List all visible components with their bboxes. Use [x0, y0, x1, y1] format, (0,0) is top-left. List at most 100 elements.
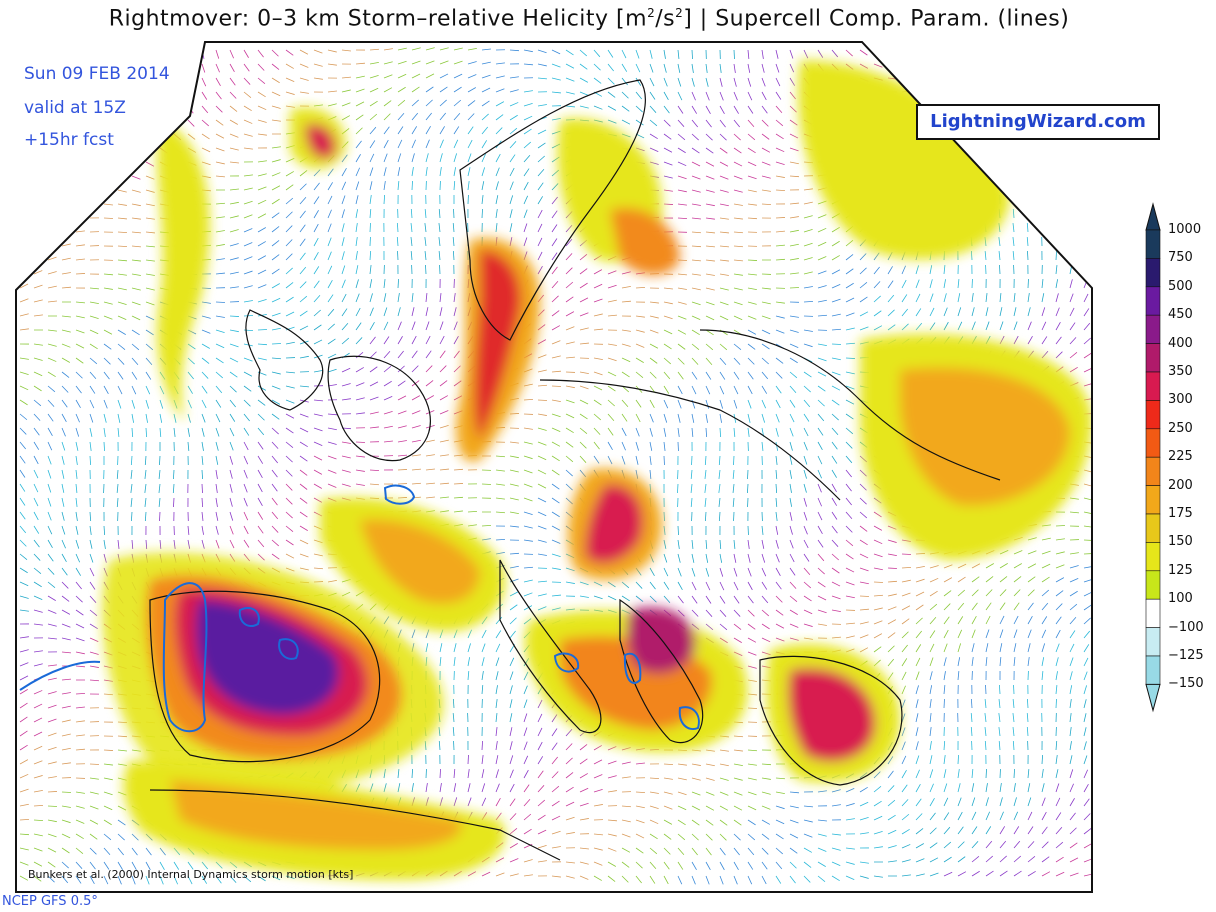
wind-barb	[47, 595, 56, 601]
wind-barb	[145, 245, 155, 248]
wind-barb	[411, 629, 416, 639]
wind-barb	[747, 609, 755, 617]
wind-barb	[1013, 550, 1023, 555]
wind-barb	[257, 105, 267, 111]
wind-barb	[285, 525, 294, 532]
wind-barb	[229, 201, 239, 205]
wind-barb	[929, 265, 933, 275]
wind-barb	[495, 153, 501, 163]
wind-barb	[341, 237, 345, 247]
wind-barb	[215, 49, 220, 59]
wind-barb	[719, 595, 726, 604]
wind-barb	[341, 322, 349, 331]
wind-barb	[187, 539, 191, 549]
wind-barb	[579, 77, 589, 83]
wind-barb	[1083, 308, 1090, 317]
wind-barb	[761, 329, 771, 335]
wind-barb	[551, 441, 561, 447]
wind-barb	[761, 105, 768, 114]
wind-barb	[761, 791, 771, 795]
wind-barb	[859, 311, 869, 317]
wind-barb	[999, 643, 1003, 653]
wind-barb	[677, 371, 684, 380]
wind-barb	[103, 301, 113, 305]
wind-barb	[187, 357, 195, 365]
wind-barb	[551, 91, 561, 94]
wind-barb	[984, 251, 987, 261]
wind-barb	[733, 399, 738, 409]
colorbar-label: 250	[1168, 420, 1193, 436]
wind-barb	[1013, 153, 1017, 163]
wind-barb	[593, 413, 602, 421]
wind-barb	[705, 875, 710, 885]
wind-barb	[1055, 351, 1063, 359]
wind-barb	[103, 847, 111, 855]
wind-barb	[901, 63, 911, 66]
wind-barb	[75, 833, 84, 840]
wind-barb	[607, 49, 614, 58]
wind-barb	[1069, 167, 1074, 177]
wind-barb	[999, 840, 1007, 849]
wind-barb	[999, 797, 1003, 807]
wind-barb	[691, 105, 697, 114]
wind-barb	[1013, 768, 1015, 779]
wind-barb	[439, 321, 444, 331]
wind-barb	[593, 119, 603, 123]
wind-barb	[229, 511, 234, 521]
wind-barb	[663, 91, 669, 101]
wind-barb	[439, 380, 448, 387]
wind-barb	[761, 441, 764, 451]
wind-barb	[1055, 564, 1065, 569]
wind-barb	[1055, 856, 1064, 863]
wind-barb	[775, 777, 786, 780]
wind-barb	[761, 301, 771, 305]
wind-barb	[565, 267, 573, 275]
wind-barb	[285, 311, 295, 317]
wind-barb	[19, 146, 30, 149]
wind-barb	[285, 225, 293, 233]
wind-barb	[733, 343, 742, 351]
wind-barb	[1013, 589, 1021, 597]
wind-barb	[495, 62, 505, 65]
wind-barb	[929, 872, 939, 877]
wind-barb	[495, 195, 499, 205]
colorbar-swatch	[1145, 598, 1161, 628]
wind-barb	[789, 441, 793, 451]
wind-barb	[369, 140, 376, 149]
wind-barb	[887, 845, 897, 849]
wind-barb	[47, 691, 57, 695]
wind-barb	[817, 227, 827, 233]
wind-barb	[999, 684, 1001, 695]
wind-barb	[775, 497, 778, 508]
wind-barb	[383, 100, 392, 107]
wind-barb	[579, 787, 589, 793]
wind-barb	[215, 357, 224, 364]
wind-barb	[369, 48, 380, 51]
wind-barb	[719, 371, 726, 380]
wind-barb	[453, 126, 460, 135]
wind-barb	[117, 189, 127, 193]
wind-barb	[817, 256, 827, 261]
wind-barb	[775, 427, 779, 437]
wind-barb	[187, 77, 192, 87]
wind-barb	[145, 413, 148, 423]
wind-barb	[257, 91, 266, 98]
wind-barb	[621, 833, 631, 838]
wind-barb	[719, 245, 729, 248]
wind-barb	[719, 357, 727, 366]
wind-barb	[845, 239, 854, 247]
wind-barb	[89, 343, 98, 350]
wind-barb	[719, 805, 729, 811]
wind-barb	[817, 819, 827, 822]
wind-barb	[215, 469, 218, 479]
wind-barb	[61, 525, 66, 535]
wind-barb	[397, 153, 402, 163]
wind-barb	[775, 511, 778, 521]
wind-barb	[481, 48, 491, 51]
wind-barb	[355, 167, 360, 177]
wind-barb	[915, 783, 921, 793]
wind-barb	[635, 413, 641, 423]
wind-barb	[817, 385, 826, 392]
wind-barb	[649, 329, 659, 334]
wind-barb	[89, 875, 95, 885]
